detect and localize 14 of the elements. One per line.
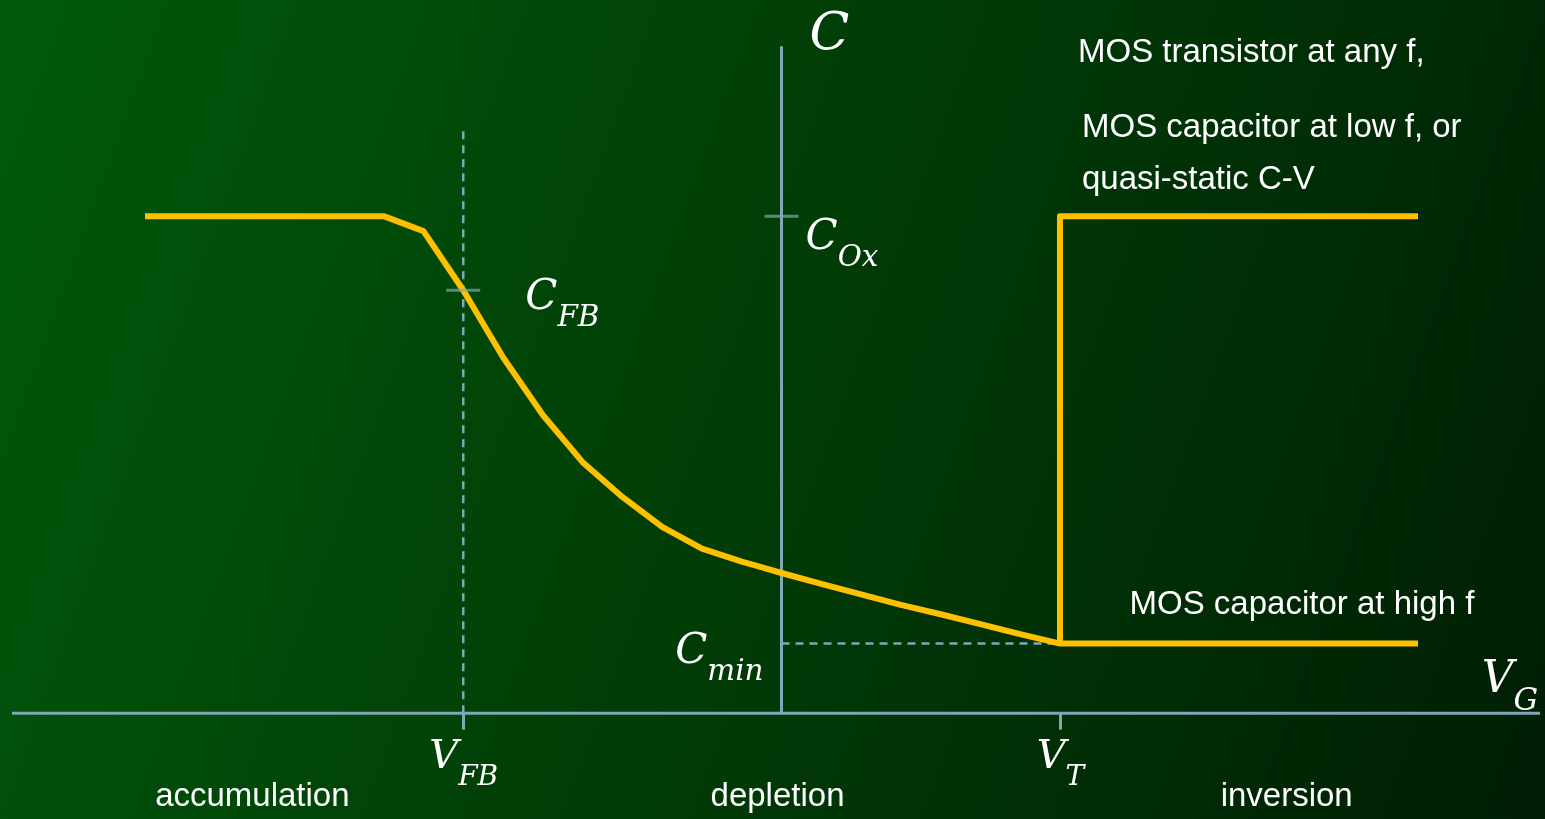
text: MOS transistor at any f,	[1077, 32, 1425, 70]
text: Ox	[837, 239, 879, 274]
text: depletion	[710, 776, 845, 814]
x-tick-label: V$_{FB}$	[429, 730, 499, 792]
annotation: C$_{FB}$	[525, 270, 600, 334]
text: C	[809, 1, 850, 61]
text: inversion	[1220, 776, 1353, 814]
series-label: MOS capacitor at low f, or quasi-static C-V	[1081, 106, 1462, 196]
x-tick-label: V$_{T}$	[1036, 730, 1087, 792]
text: accumulation	[155, 776, 350, 814]
y-axis-title: C	[805, 210, 838, 260]
annotation: C$_{min}$	[675, 623, 764, 687]
x-axis-title: V$_{G}$	[1481, 651, 1539, 718]
series-label: MOS capacitor at high f	[1129, 583, 1476, 621]
